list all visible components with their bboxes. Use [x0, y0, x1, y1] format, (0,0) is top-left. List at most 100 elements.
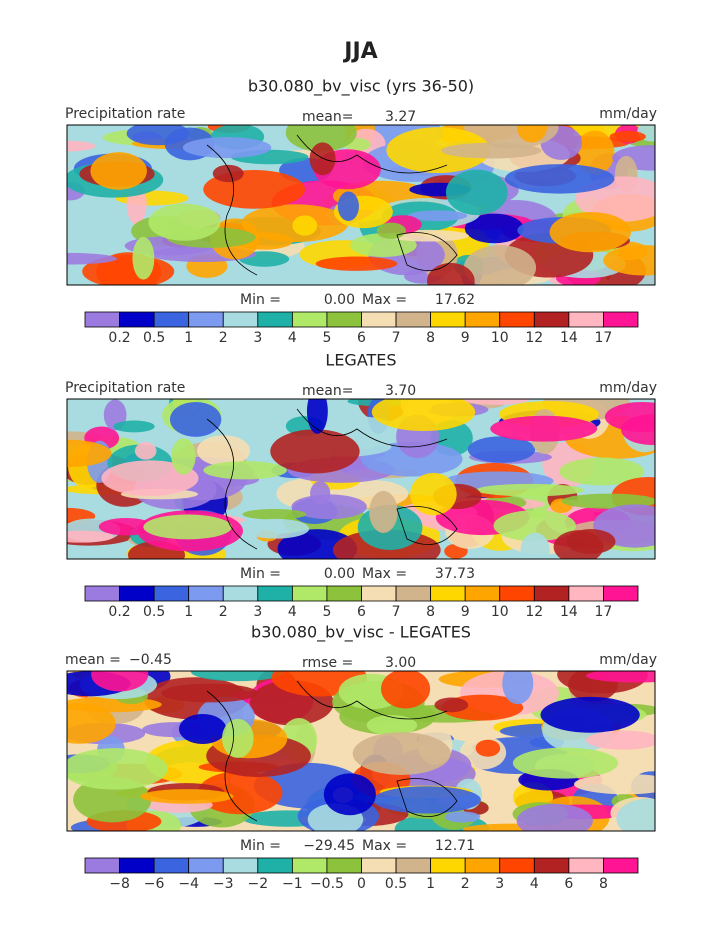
colorbar-box [291, 585, 328, 602]
colorbar-box [84, 857, 120, 874]
map-blob [559, 457, 645, 486]
header-left-value: −0.45 [129, 652, 172, 668]
map-blob [540, 696, 640, 733]
colorbar-box [188, 585, 224, 602]
map-blob [467, 436, 536, 463]
map-blob [490, 415, 598, 442]
map-blob [242, 518, 310, 539]
colorbar-box [222, 857, 259, 874]
map-field [67, 125, 655, 285]
map-blob [132, 236, 155, 280]
colorbar-label: 2 [461, 876, 470, 892]
map-blob [197, 435, 251, 467]
header-center-value: 3.70 [385, 383, 416, 399]
colorbar-box [395, 311, 432, 328]
colorbar-box [464, 311, 501, 328]
colorbar-box [188, 857, 224, 874]
colorbar-box [119, 585, 155, 602]
colorbar-box [326, 857, 362, 874]
map-blob [516, 125, 548, 143]
max-value: 17.62 [435, 292, 475, 308]
map-blob [549, 211, 631, 253]
colorbar-box [291, 311, 328, 328]
map-blob [270, 429, 360, 474]
map-blob [369, 490, 398, 533]
colorbar-box [568, 857, 604, 874]
colorbar-label: 9 [461, 330, 470, 346]
max-value: 12.71 [435, 838, 475, 854]
map-field [67, 671, 655, 831]
map-blob [373, 786, 481, 814]
colorbar-label: −4 [178, 876, 199, 892]
max-label: Max = [362, 292, 407, 308]
min-value: 0.00 [324, 566, 355, 582]
map-frame [66, 398, 656, 560]
map-blob [315, 256, 398, 271]
colorbar-box [464, 857, 501, 874]
colorbar-box [395, 857, 432, 874]
colorbar-box [361, 585, 397, 602]
map-blob [502, 671, 534, 705]
colorbar-label: 6 [357, 604, 366, 620]
map-frame [66, 124, 656, 286]
map-blob [323, 773, 376, 816]
colorbar-box [430, 857, 466, 874]
header-center-label: mean= [302, 383, 353, 399]
colorbar-box [257, 585, 293, 602]
header-left: Precipitation rate [65, 380, 185, 396]
colorbar-label: 6 [357, 330, 366, 346]
max-label: Max = [362, 838, 407, 854]
map-blob [371, 399, 476, 432]
colorbar-box [257, 311, 293, 328]
colorbar-label: 17 [595, 330, 613, 346]
map-blob [182, 137, 272, 159]
min-label: Min = [240, 292, 281, 308]
map-blob [91, 671, 149, 692]
colorbar-label: −8 [109, 876, 130, 892]
map-blob [475, 739, 501, 757]
colorbar-label: 0.5 [143, 604, 165, 620]
map-blob [520, 532, 550, 559]
min-value: 0.00 [324, 292, 355, 308]
map-blob [376, 222, 406, 239]
map-blob [67, 439, 112, 468]
map-blob [386, 127, 491, 174]
header-left: mean = [65, 652, 121, 668]
colorbar-label: 6 [564, 876, 573, 892]
map-blob [464, 213, 524, 244]
colorbar-label: 12 [525, 604, 543, 620]
map-blob [604, 401, 655, 433]
colorbar-box [222, 311, 259, 328]
map-blob [609, 130, 646, 143]
units: mm/day [599, 106, 657, 122]
colorbar-box [533, 857, 570, 874]
colorbar-label: −0.5 [310, 876, 344, 892]
colorbar-label: 2 [219, 604, 228, 620]
max-label: Max = [362, 566, 407, 582]
map-blob [67, 530, 114, 543]
colorbar-label: 0.5 [385, 876, 407, 892]
colorbar-label: 0.2 [108, 330, 130, 346]
colorbar-box [464, 585, 501, 602]
figure-title: JJA [342, 39, 377, 64]
colorbar-box [430, 585, 466, 602]
map-blob [113, 420, 155, 433]
map-blob [126, 125, 190, 146]
colorbar-label: 17 [595, 604, 613, 620]
colorbar-box [326, 311, 362, 328]
colorbar-label: 3 [253, 330, 262, 346]
colorbar-label: 12 [525, 330, 543, 346]
colorbar-label: 0.5 [143, 330, 165, 346]
colorbar-box [153, 585, 190, 602]
colorbar-label: 8 [426, 604, 435, 620]
map-blob [512, 747, 619, 779]
map-blob [291, 494, 367, 520]
colorbar-label: 14 [560, 330, 578, 346]
max-value: 37.73 [435, 566, 475, 582]
map-blob [516, 803, 593, 831]
map-blob [407, 210, 468, 222]
colorbar-box [222, 585, 259, 602]
min-label: Min = [240, 838, 281, 854]
colorbar-label: 7 [392, 604, 401, 620]
map-blob [463, 245, 537, 285]
